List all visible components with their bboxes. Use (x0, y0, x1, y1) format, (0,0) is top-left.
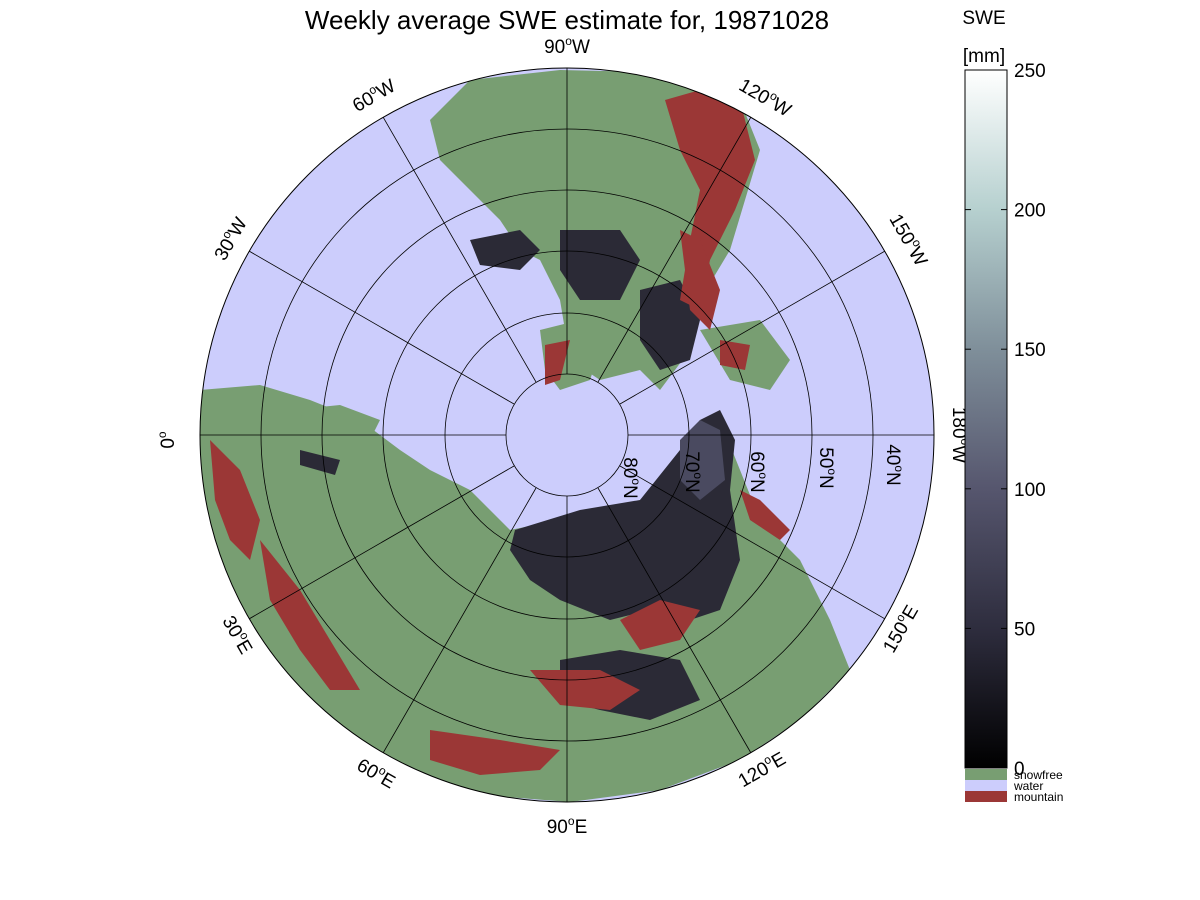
latitude-labels: 80oN 70oN 60oN 50oN 40oN (619, 444, 906, 499)
lat-label-70n: 70oN (681, 451, 705, 493)
legend-label-mountain: mountain (1014, 790, 1063, 804)
colorbar-title-line1: SWE (962, 8, 1005, 29)
lon-label-150w: 150oW (885, 209, 934, 270)
lat-label-40n: 40oN (882, 444, 906, 486)
colorbar-tick-label: 100 (1014, 480, 1046, 501)
colorbar-tick-label: 200 (1014, 201, 1046, 222)
longitude-labels: 90oW 120oW 150oW 180oW 150oE 120oE 90oE … (155, 34, 972, 838)
lon-label-30e: 30oE (218, 611, 259, 658)
colorbar-title-line2: [mm] (963, 46, 1005, 67)
legend-label-snowfree: snowfree (1014, 768, 1063, 782)
lon-label-30w: 30oW (208, 213, 252, 265)
legend-swatch-snowfree (965, 769, 1007, 780)
colorbar-gradient (964, 69, 1008, 769)
colorbar: SWE [mm] 0 50 100 150 200 250 snowfreewatermo… (962, 8, 1063, 804)
lon-label-0: 0o (155, 431, 179, 449)
lon-label-90w: 90oW (544, 34, 590, 58)
legend-swatch-water (965, 780, 1007, 791)
lon-label-60w: 60oW (348, 73, 400, 117)
lon-label-180w: 180oW (948, 407, 972, 463)
mountain-areas (210, 90, 790, 775)
colorbar-ticks: 0 50 100 150 200 250 (965, 61, 1046, 780)
colorbar-tick-label: 50 (1014, 619, 1035, 640)
map-border (199, 67, 935, 803)
lat-label-50n: 50oN (815, 447, 839, 489)
colorbar-tick-label: 150 (1014, 340, 1046, 361)
colorbar-tick-label: 0 (1014, 759, 1025, 780)
colorbar-tick-label: 250 (1014, 61, 1046, 82)
lat-label-80n: 80oN (619, 457, 643, 499)
map-title: Weekly average SWE estimate for, 1987102… (305, 5, 829, 35)
meridians (200, 68, 934, 802)
legend-swatch-mountain (965, 791, 1007, 802)
polar-map (200, 68, 934, 802)
lon-label-90e: 90oE (547, 814, 588, 838)
lat-label-60n: 60oN (746, 451, 770, 493)
legend-label-water: water (1013, 779, 1043, 793)
